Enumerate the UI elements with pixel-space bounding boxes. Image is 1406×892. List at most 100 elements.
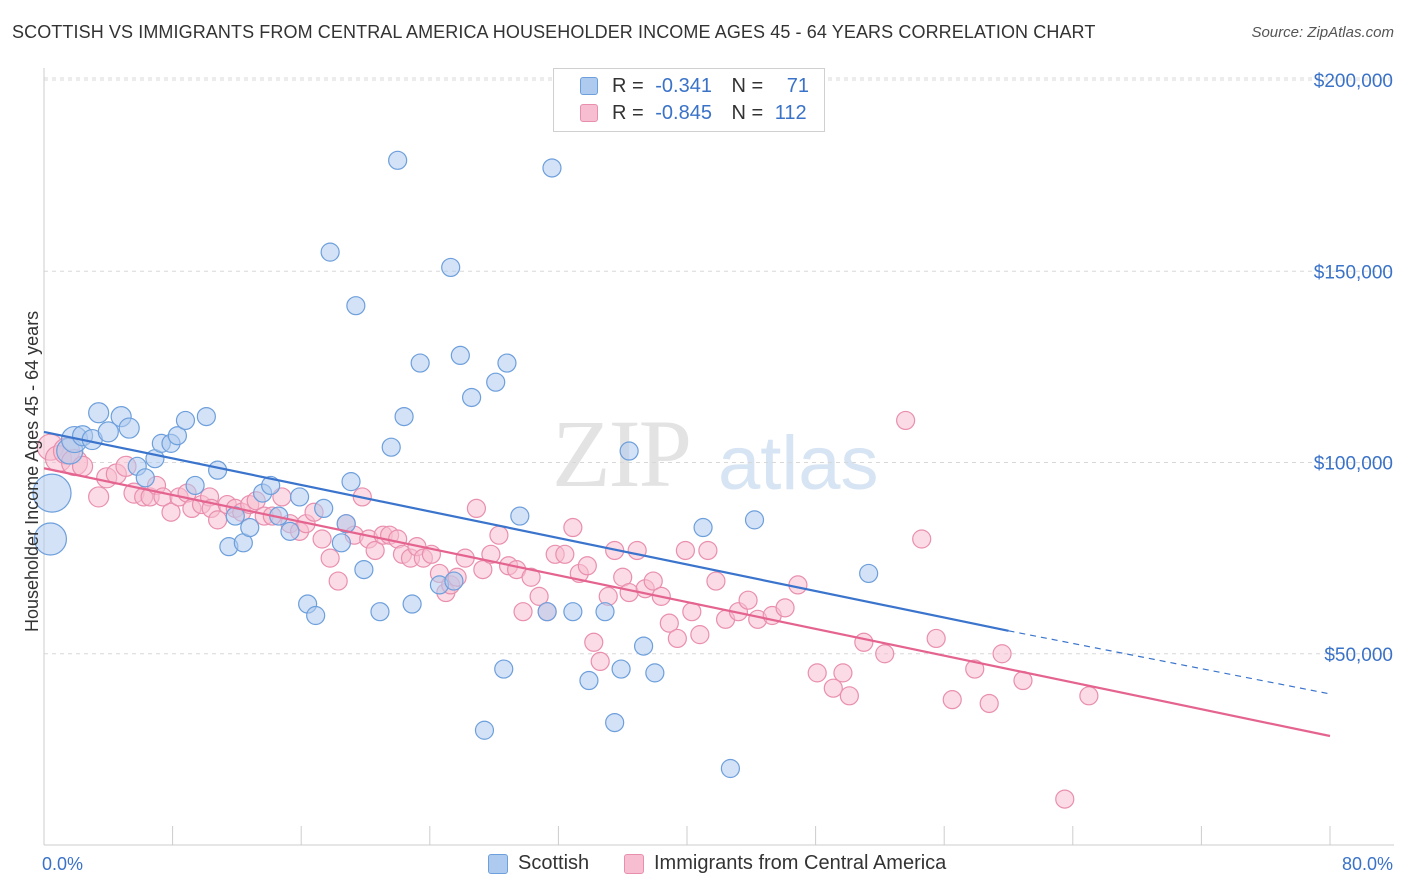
central-america-point [161,502,181,522]
central-america-point [698,540,718,561]
central-america-point [466,498,487,518]
scottish-point [118,417,140,439]
central-america-point [1055,789,1075,809]
central-america-point [690,625,710,645]
legend-swatch-pink [580,104,598,122]
scottish-point [461,387,482,408]
central-america-point [1079,686,1099,706]
scottish-point [402,594,422,614]
scottish-point [444,571,464,591]
tick-labels: $50,000 $100,000 $150,000 $200,000 0.0% 80.0% [42,71,1393,874]
legend-r-label: R = [612,75,644,97]
chart-title: SCOTTISH VS IMMIGRANTS FROM CENTRAL AMER… [12,22,1096,42]
watermark-atlas: atlas [718,421,879,506]
central-america-point [659,613,679,633]
central-america-point [965,659,985,679]
scottish-point [32,473,72,513]
central-america-point [667,628,687,649]
scottish-point [261,475,281,496]
central-america-point [320,548,340,568]
scottish-point [633,636,654,656]
central-america-point [590,651,610,672]
data-points [32,150,1099,809]
central-america-point [875,644,895,664]
scottish-point [88,402,110,424]
scottish-point [563,602,583,622]
central-america-point [521,567,541,587]
scottish-point [441,257,461,278]
central-america-point [833,663,853,683]
scottish-point [33,522,68,556]
scottish-point [394,407,414,427]
y-axis-label: Householder Income Ages 45 - 64 years [22,310,42,632]
trend-lines [43,430,1331,738]
scottish-point [605,712,625,733]
scottish-point [410,353,430,373]
scottish-point [474,720,495,740]
scottish-point [135,468,155,488]
central-america-point [706,571,726,591]
central-america-point [775,598,795,618]
scottish-point [619,441,639,461]
y-tick-label: $200,000 [1314,71,1393,92]
central-america-point [312,529,332,549]
legend-label-scottish: Scottish [518,852,590,874]
central-america-point [563,517,583,538]
scottish-point [497,353,517,373]
legend-swatch-blue [580,77,598,95]
central-america-point [942,690,962,710]
y-tick-label: $50,000 [1324,645,1393,666]
central-america-point [584,632,604,652]
central-america-point [555,544,575,564]
central-america-point [365,540,385,561]
scottish-point [280,521,300,541]
scottish-point [595,602,615,622]
scottish-point [240,517,260,538]
central-america-point [643,571,663,591]
scottish-point [645,663,665,683]
central-america-point [788,575,808,595]
scottish-point [693,517,713,538]
grid-lines [44,77,1394,655]
scottish-point [388,150,408,170]
scottish-point [185,475,205,496]
scottish-trend-extension [1008,630,1331,695]
central-america-trend-line [43,467,1331,738]
scottish-point [542,158,562,178]
x-tick-label-max: 80.0% [1342,854,1393,874]
central-america-point [489,525,509,545]
central-america-point [992,644,1012,664]
central-america-point [823,678,843,698]
central-america-point [529,586,549,606]
central-america-point [738,590,758,610]
central-america-point [896,410,916,431]
central-america-point [328,571,348,591]
central-america-point [619,582,639,603]
legend-r-value: -0.845 [655,102,712,124]
central-america-point [577,556,597,576]
scottish-point [331,533,351,553]
scottish-point [859,563,879,584]
scottish-point [208,460,228,480]
legend-r-label: R = [612,102,644,124]
x-tick-label-min: 0.0% [42,854,83,874]
source-attribution: Source: ZipAtlas.com [1251,24,1394,41]
legend-n-label: N = [731,102,764,124]
scottish-point [486,372,506,392]
scottish-point [494,659,514,679]
scottish-point [354,559,374,580]
legend-swatch-central-america [624,854,644,874]
scottish-point [196,407,216,427]
scottish-point [611,659,631,679]
central-america-point [675,540,695,561]
scottish-point [450,345,470,365]
central-america-point [926,628,946,649]
legend-swatch-scottish [488,854,508,874]
scottish-point [579,670,599,691]
scottish-point [370,602,390,622]
central-america-point [979,693,999,714]
scottish-point [537,602,557,622]
central-america-point [912,529,932,549]
scottish-point [306,605,326,626]
legend-r-value: -0.341 [655,75,712,97]
